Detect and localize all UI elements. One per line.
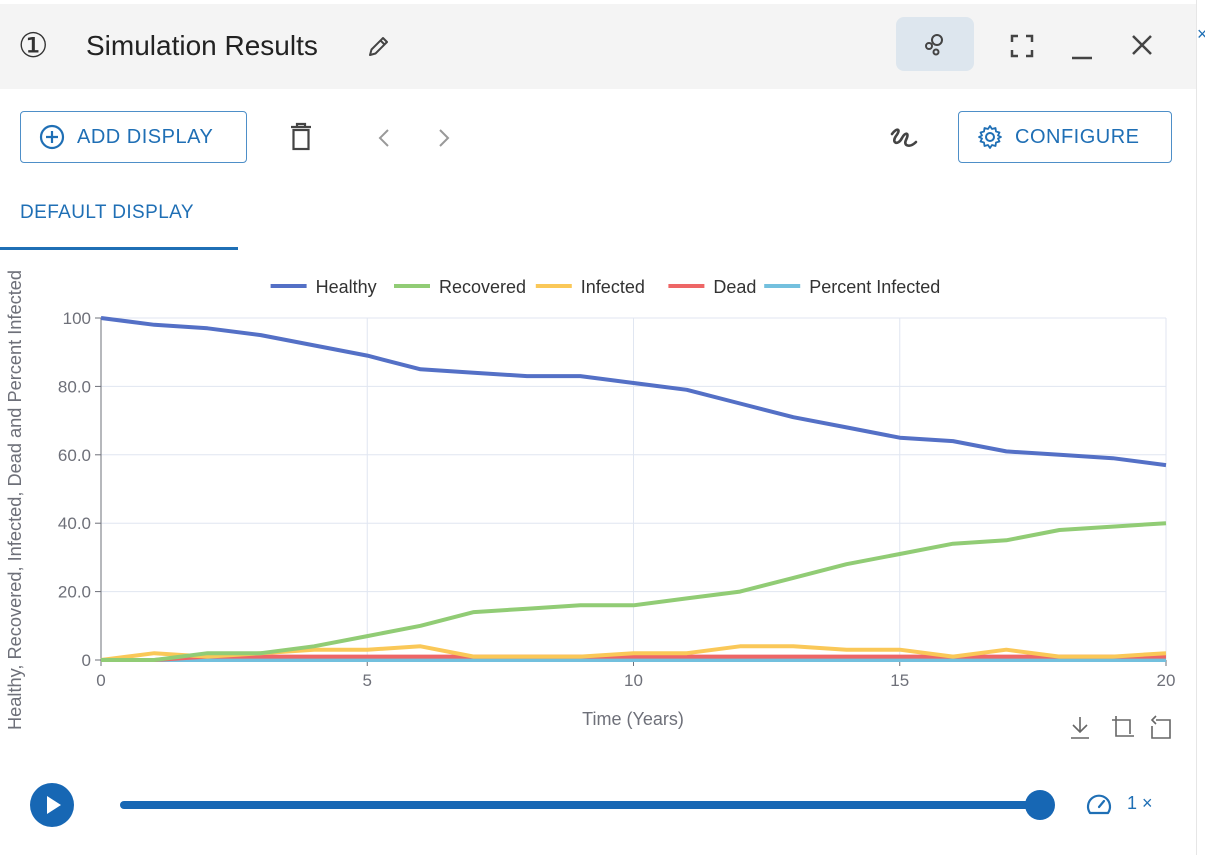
panel-header: ① Simulation Results: [0, 4, 1196, 89]
legend-item-percent-infected[interactable]: Percent Infected: [764, 277, 940, 297]
expand-icon[interactable]: [1010, 34, 1034, 58]
y-axis-label: Healthy, Recovered, Infected, Dead and P…: [5, 270, 25, 730]
legend-item-dead[interactable]: Dead: [668, 277, 756, 297]
y-tick-label: 40.0: [58, 514, 91, 533]
y-tick-label: 20.0: [58, 583, 91, 602]
x-tick-label: 5: [363, 671, 372, 690]
series-line-dead[interactable]: [101, 654, 1166, 662]
x-tick-label: 10: [624, 671, 643, 690]
x-tick-label: 20: [1157, 671, 1176, 690]
line-chart[interactable]: 0 20.0 40.0 60.0 80.0 100 0 5 10 15 20 Healthy Reco…: [0, 255, 1196, 750]
timeline-slider-track[interactable]: [120, 801, 1040, 809]
scribble-icon[interactable]: [888, 124, 920, 152]
legend-label: Healthy: [316, 277, 377, 297]
adjacent-panel-icon: ×: [1197, 24, 1205, 44]
chart-axes: 0 20.0 40.0 60.0 80.0 100 0 5 10 15 20: [58, 309, 1176, 690]
panel-title: Simulation Results: [86, 30, 318, 61]
zoom-box-icon[interactable]: [1110, 714, 1136, 742]
chart-grid: [101, 317, 1167, 660]
legend-label: Percent Infected: [809, 277, 940, 297]
x-tick-label: 15: [890, 671, 909, 690]
add-display-label: ADD DISPLAY: [77, 125, 214, 148]
playback-speed[interactable]: 1 ×: [1127, 793, 1153, 813]
plus-circle-icon: [39, 124, 65, 150]
chevron-left-icon[interactable]: [375, 126, 393, 150]
step-number: ①: [18, 26, 49, 66]
configure-label: CONFIGURE: [1015, 125, 1140, 148]
circles-icon: [925, 34, 943, 56]
minimize-icon[interactable]: [1070, 34, 1094, 62]
tab-default-display[interactable]: DEFAULT DISPLAY: [20, 202, 194, 223]
y-tick-label: 60.0: [58, 446, 91, 465]
legend-item-infected[interactable]: Infected: [535, 277, 645, 297]
x-tick-label: 0: [96, 671, 105, 690]
pencil-icon[interactable]: [365, 33, 393, 61]
compare-button[interactable]: [896, 17, 974, 71]
configure-button[interactable]: CONFIGURE: [958, 111, 1172, 163]
legend-item-recovered[interactable]: Recovered: [394, 277, 526, 297]
download-icon[interactable]: [1068, 714, 1092, 742]
play-button[interactable]: [30, 783, 74, 827]
legend-label: Dead: [713, 277, 756, 297]
y-tick-label: 0: [82, 651, 91, 670]
speedometer-icon[interactable]: [1085, 792, 1113, 818]
legend-label: Recovered: [439, 277, 526, 297]
close-icon[interactable]: [1130, 33, 1154, 57]
chevron-right-icon[interactable]: [435, 126, 453, 150]
trash-icon[interactable]: [289, 122, 313, 152]
y-tick-label: 100: [63, 309, 91, 328]
series-line-healthy[interactable]: [100, 316, 1167, 468]
tab-active-indicator: [0, 247, 238, 250]
play-icon: [47, 796, 61, 814]
chart-legend: Healthy Recovered Infected Dead Percent Infe…: [270, 277, 940, 297]
adjacent-panel-edge: ×: [1196, 0, 1205, 855]
add-display-button[interactable]: ADD DISPLAY: [20, 111, 247, 163]
restore-icon[interactable]: [1148, 714, 1174, 742]
timeline-slider-thumb[interactable]: [1025, 790, 1055, 820]
series-line-recovered[interactable]: [101, 521, 1167, 662]
chart-lines: [100, 316, 1167, 662]
gear-icon: [978, 125, 1002, 149]
legend-item-healthy[interactable]: Healthy: [270, 277, 377, 297]
y-tick-label: 80.0: [58, 377, 91, 396]
legend-label: Infected: [581, 277, 645, 297]
x-axis-label: Time (Years): [582, 709, 684, 729]
